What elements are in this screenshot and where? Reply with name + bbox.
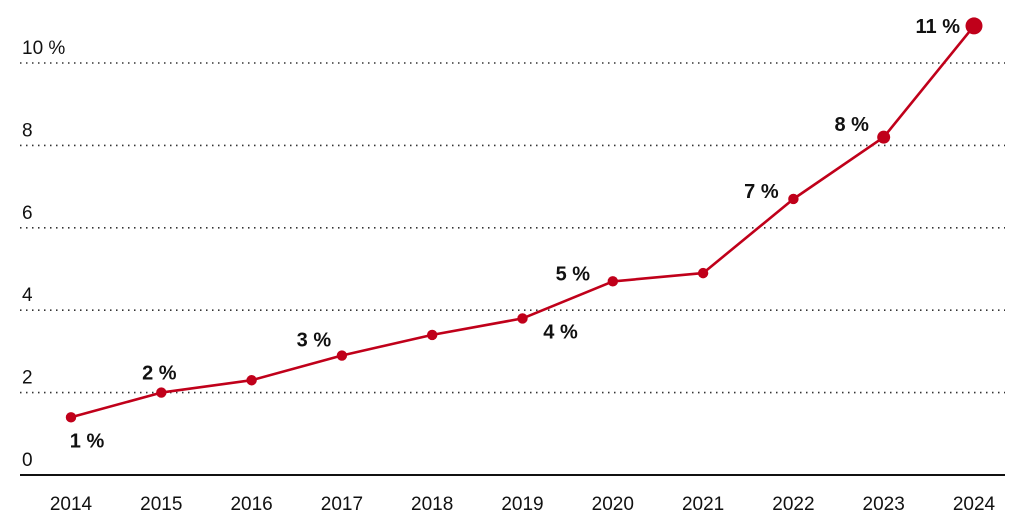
y-tick-label: 8: [22, 120, 33, 141]
data-label: 4 %: [543, 321, 578, 343]
x-axis-ticks: 2014 2015 2016 2017 2018 2019 2020 2021 2022 2023…: [50, 494, 996, 515]
x-tick-label: 2020: [592, 494, 634, 515]
data-label: 1 %: [70, 430, 105, 452]
series-line: [70, 25, 976, 419]
data-point: [788, 193, 799, 205]
data-label: 7 %: [744, 181, 779, 203]
data-label: 2 %: [142, 363, 177, 385]
y-tick-label: 2: [22, 368, 33, 389]
grid-lines: [20, 62, 1005, 394]
x-tick-label: 2024: [953, 494, 996, 515]
data-point: [336, 350, 348, 361]
x-tick-label: 2021: [682, 494, 724, 515]
x-tick-label: 2019: [501, 494, 543, 515]
data-point: [517, 313, 528, 324]
series-layer: [65, 17, 983, 423]
x-tick-label: 2015: [140, 494, 182, 515]
data-label: 5 %: [556, 263, 591, 285]
data-point: [607, 276, 618, 287]
data-point: [877, 130, 891, 144]
x-tick-label: 2014: [50, 494, 93, 515]
x-tick-label: 2022: [772, 494, 814, 515]
data-point: [65, 412, 77, 423]
data-point: [156, 387, 167, 398]
data-point: [697, 267, 709, 279]
y-tick-label: 4: [22, 285, 33, 306]
data-label: 11 %: [916, 16, 961, 38]
y-axis-ticks: 0 2 4 6 8 10 %: [22, 38, 65, 471]
data-label: 8 %: [834, 114, 869, 136]
y-tick-label: 10 %: [22, 38, 65, 59]
x-tick-label: 2016: [230, 494, 272, 515]
data-point: [965, 17, 983, 35]
data-point: [427, 329, 438, 341]
x-tick-label: 2018: [411, 494, 453, 515]
y-tick-label: 0: [22, 450, 33, 471]
data-label: 3 %: [297, 330, 332, 352]
x-tick-label: 2017: [321, 494, 363, 515]
x-tick-label: 2023: [863, 494, 905, 515]
data-labels: 1 % 2 % 3 % 4 % 5 % 7 % 8 % 11 %: [70, 16, 960, 452]
y-tick-label: 6: [22, 203, 33, 224]
data-point: [246, 375, 257, 386]
